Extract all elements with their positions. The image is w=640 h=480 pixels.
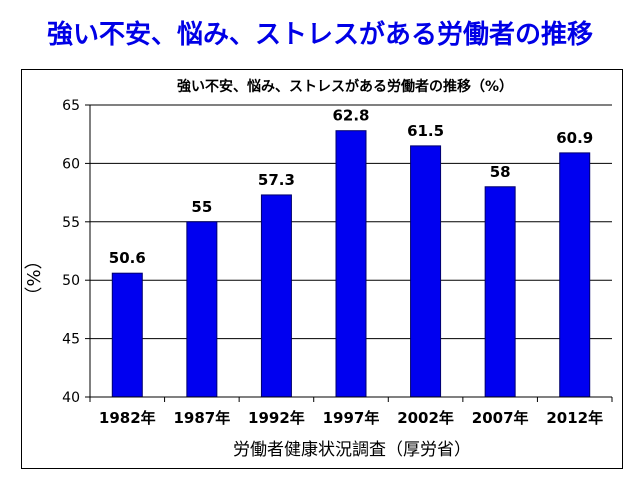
axes xyxy=(85,104,613,402)
labels: 40 45 50 55 60 65 50.6 1982年 55 1987年 57.3 1992年 62.… xyxy=(62,98,603,427)
data-label: 55 xyxy=(191,198,212,216)
data-label: 62.8 xyxy=(332,107,369,125)
bar xyxy=(559,152,591,398)
bar xyxy=(186,221,218,398)
bar xyxy=(410,145,442,398)
x-tick-label: 2002年 xyxy=(397,409,454,427)
x-tick-label: 1992年 xyxy=(248,409,305,427)
page-title: 強い不安、悩み、ストレスがある労働者の推移 xyxy=(46,20,593,50)
y-axis-label: （%） xyxy=(24,251,45,304)
x-tick-label: 1982年 xyxy=(99,409,156,427)
y-tick-label: 60 xyxy=(62,156,80,172)
bar xyxy=(111,272,143,398)
bars xyxy=(111,130,591,398)
bar xyxy=(260,194,292,398)
chart-frame xyxy=(21,69,623,469)
bar xyxy=(484,186,516,398)
chart-title: 強い不安、悩み、ストレスがある労働者の推移（%） xyxy=(177,78,513,95)
y-tick-label: 40 xyxy=(62,390,80,406)
x-tick-label: 1997年 xyxy=(323,409,380,427)
bar xyxy=(335,130,367,398)
y-tick-label: 55 xyxy=(62,215,80,231)
x-axis-label: 労働者健康状況調査（厚労省） xyxy=(233,440,471,460)
y-tick-label: 50 xyxy=(62,273,80,289)
y-tick-label: 65 xyxy=(62,98,80,114)
data-label: 57.3 xyxy=(258,171,295,189)
data-label: 50.6 xyxy=(109,249,146,267)
x-tick-label: 2007年 xyxy=(472,409,529,427)
data-label: 61.5 xyxy=(407,122,444,140)
x-tick-label: 1987年 xyxy=(173,409,230,427)
x-tick-label: 2012年 xyxy=(546,409,603,427)
data-label: 60.9 xyxy=(556,129,593,147)
data-label: 58 xyxy=(490,163,511,181)
y-tick-label: 45 xyxy=(62,332,80,348)
